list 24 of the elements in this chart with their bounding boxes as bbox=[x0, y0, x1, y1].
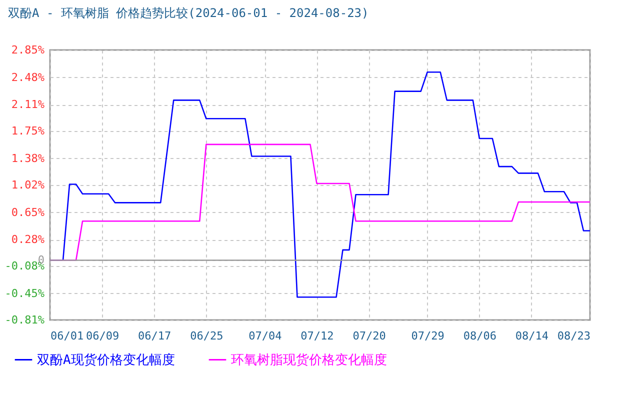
y-tick-label: 1.38% bbox=[11, 152, 45, 165]
x-tick-label: 08/06 bbox=[463, 330, 496, 342]
x-tick-label: 06/01 bbox=[50, 330, 84, 342]
x-tick-label: 07/29 bbox=[411, 330, 444, 342]
x-tick-label: 08/23 bbox=[557, 330, 590, 342]
y-tick-label: -0.45% bbox=[4, 286, 45, 300]
x-tick-label: 07/12 bbox=[300, 330, 334, 342]
y-tick-label: 1.75% bbox=[11, 124, 45, 138]
x-tick-label: 08/14 bbox=[515, 330, 549, 342]
y-tick-label: 1.02% bbox=[11, 178, 45, 192]
chart-title: 双酚A - 环氧树脂 价格趋势比较(2024-06-01 - 2024-08-23) bbox=[8, 6, 369, 20]
legend-label: 环氧树脂现货价格变化幅度 bbox=[231, 352, 387, 368]
x-tick-label: 06/25 bbox=[190, 330, 224, 342]
x-tick-label: 07/20 bbox=[352, 330, 386, 342]
y-tick-label: -0.81% bbox=[4, 314, 45, 326]
y-tick-label: 0.65% bbox=[11, 206, 45, 219]
legend-label: 双酚A现货价格变化幅度 bbox=[37, 352, 175, 368]
y-tick-label: 0.28% bbox=[11, 233, 45, 246]
x-tick-label: 06/09 bbox=[86, 330, 120, 342]
y-tick-label: 2.11% bbox=[11, 98, 45, 112]
x-tick-label: 06/17 bbox=[138, 330, 172, 342]
y-tick-label: 2.85% bbox=[11, 44, 45, 56]
y-tick-label: 2.48% bbox=[11, 70, 45, 84]
x-tick-label: 07/04 bbox=[248, 330, 282, 342]
